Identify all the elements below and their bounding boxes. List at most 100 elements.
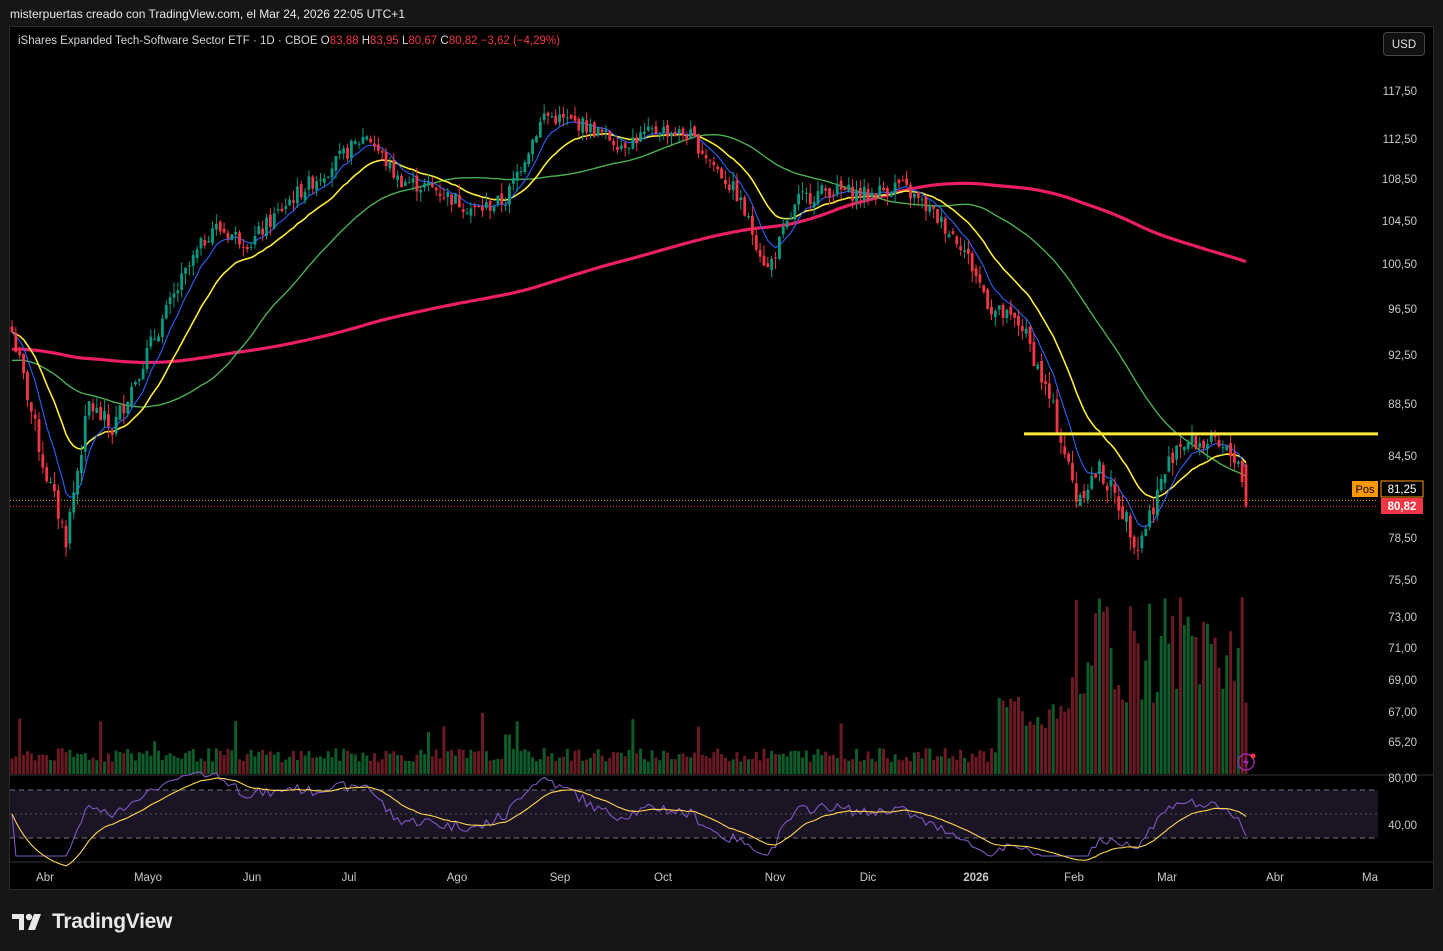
candle-body xyxy=(828,188,831,198)
candle-body xyxy=(862,186,866,201)
candle-body xyxy=(565,117,569,119)
volume-bar xyxy=(538,759,542,774)
symbol-legend[interactable]: iShares Expanded Tech-Software Sector ET… xyxy=(18,35,560,47)
candle-body xyxy=(80,454,83,473)
candle-body xyxy=(176,290,180,294)
volume-bar xyxy=(993,752,997,774)
volume-bar xyxy=(600,755,604,774)
volume-bar xyxy=(141,753,145,774)
candle-body xyxy=(10,326,14,333)
candle-body xyxy=(670,133,673,137)
lightning-icon[interactable] xyxy=(1237,753,1256,771)
candle-body xyxy=(29,402,33,412)
candle-body xyxy=(982,285,986,292)
candle-body xyxy=(465,212,469,214)
candle-body xyxy=(916,192,920,198)
volume-bar xyxy=(804,750,808,774)
volume-bar xyxy=(654,757,658,774)
candle-body xyxy=(531,139,534,155)
candle-body xyxy=(195,249,199,259)
volume-bar xyxy=(56,748,60,774)
volume-bar xyxy=(962,757,966,774)
candle-body xyxy=(357,143,361,145)
volume-bar xyxy=(588,757,592,774)
volume-bar xyxy=(1059,706,1063,774)
price-axis: 117,50 112,50 108,50 104,50 100,50 96,50 92,50… xyxy=(1382,86,1417,832)
candle-body xyxy=(477,205,481,207)
candle-body xyxy=(33,414,37,419)
candle-body xyxy=(153,339,157,341)
volume-bar xyxy=(642,759,646,774)
volume-bar xyxy=(766,757,770,774)
candle-body xyxy=(207,241,211,243)
volume-bar xyxy=(10,758,14,774)
candle-body xyxy=(801,191,804,193)
volume-bar xyxy=(835,758,839,774)
volume-bar xyxy=(619,752,623,774)
candle-body xyxy=(751,215,754,235)
candle-body xyxy=(673,131,677,136)
rsi-indicator xyxy=(11,771,1247,867)
volume-bar xyxy=(577,749,581,774)
currency-button[interactable]: USD xyxy=(1383,32,1425,56)
candle-body xyxy=(1171,452,1175,464)
volume-bar xyxy=(507,734,511,774)
volume-bar xyxy=(265,754,269,774)
volume-bar xyxy=(1067,708,1071,774)
volume-bar xyxy=(349,753,353,774)
volume-bar xyxy=(677,754,681,774)
high-value: 83,95 xyxy=(370,35,399,47)
time-axis-label: Jun xyxy=(243,872,262,884)
candle-body xyxy=(180,273,184,290)
pos-tag-value-bg xyxy=(1380,480,1424,498)
volume-bar xyxy=(372,753,376,774)
volume-bar xyxy=(847,760,851,774)
volume-bar xyxy=(989,748,993,774)
candle-body xyxy=(1059,436,1063,443)
volume-bar xyxy=(18,718,22,774)
candle-body xyxy=(658,134,662,136)
candle-body xyxy=(538,121,542,138)
candle-body xyxy=(380,150,384,153)
candle-body xyxy=(319,179,322,181)
candle-body xyxy=(1186,442,1190,449)
pos-tag[interactable]: Pos 81,25 xyxy=(1352,480,1424,498)
price-axis-label: 108,50 xyxy=(1382,174,1417,186)
candle-body xyxy=(469,208,473,216)
volume-bar xyxy=(380,759,384,774)
volume-bar xyxy=(542,748,546,774)
volume-bar xyxy=(731,759,735,774)
volume-bar xyxy=(912,752,916,774)
candle-body xyxy=(727,184,731,191)
volume-bar xyxy=(72,756,76,774)
candle-body xyxy=(1074,483,1078,502)
volume-bar xyxy=(473,751,477,774)
volume-bar xyxy=(592,753,596,774)
candle-body xyxy=(334,156,338,171)
candle-body xyxy=(1105,485,1109,491)
tradingview-logo[interactable]: TradingView xyxy=(12,908,172,936)
rsi-axis-label: 80,00 xyxy=(1388,773,1417,785)
ema-20-line xyxy=(11,132,1247,499)
volume-bar xyxy=(1244,702,1248,774)
candle-body xyxy=(986,289,990,309)
volume-bar xyxy=(226,748,230,774)
candle-body xyxy=(754,235,758,250)
volume-bar xyxy=(1140,699,1144,774)
volume-bar xyxy=(292,750,296,774)
volume-bar xyxy=(874,761,878,774)
volume-bar xyxy=(187,750,191,774)
candle-body xyxy=(234,231,238,235)
volume-bar xyxy=(909,761,913,774)
price-axis-label: 67,00 xyxy=(1388,707,1417,719)
volume-bar xyxy=(195,761,199,774)
candle-body xyxy=(403,181,407,186)
volume-bar xyxy=(901,760,905,774)
candle-body xyxy=(1233,452,1236,464)
candle-body xyxy=(1067,453,1071,462)
candle-body xyxy=(137,379,141,382)
volume-bar xyxy=(334,748,338,774)
volume-bar xyxy=(307,751,311,774)
candle-body xyxy=(997,305,1001,310)
